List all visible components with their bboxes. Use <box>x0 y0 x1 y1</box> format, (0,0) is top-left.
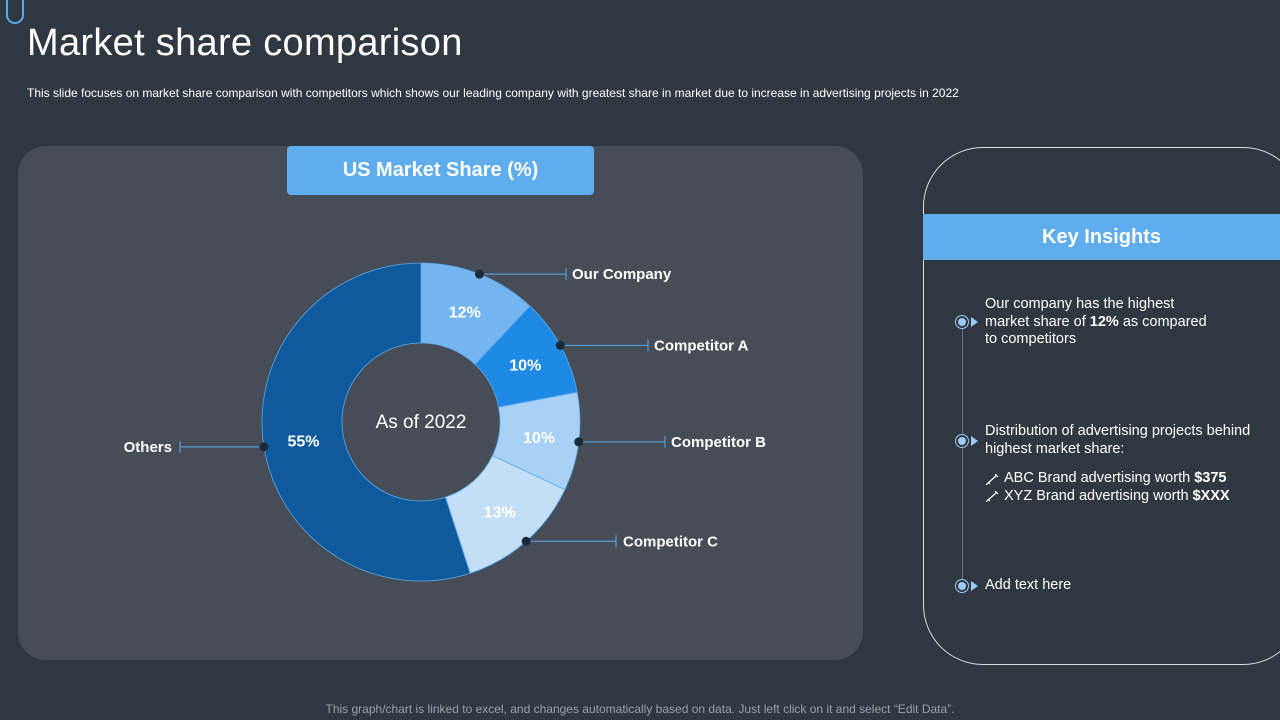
insight-item-2: Distribution of advertising projects beh… <box>985 423 1250 505</box>
category-label-competitor-c: Competitor C <box>623 533 718 550</box>
corner-decoration <box>6 0 24 24</box>
circle-arrow-icon <box>956 435 980 447</box>
slice-value-label: 10% <box>509 358 541 375</box>
page-subtitle: This slide focuses on market share compa… <box>27 86 959 100</box>
insights-title: Key Insights <box>923 214 1280 260</box>
slice-value-label: 55% <box>287 434 319 451</box>
insight-2-sub-item-1: ABC Brand advertising worth $375 <box>985 470 1250 488</box>
chart-center-label: As of 2022 <box>376 412 467 433</box>
insight-item-1: Our company has the highest market share… <box>985 296 1207 349</box>
category-label-our-company: Our Company <box>572 266 672 283</box>
category-label-competitor-a: Competitor A <box>654 337 749 354</box>
leader-dot <box>574 437 584 447</box>
insight-2-line-2: highest market share: <box>985 440 1125 457</box>
leader-dot <box>475 269 485 279</box>
insight-item-3: Add text here <box>985 577 1072 593</box>
pencil-icon <box>985 490 999 503</box>
insight-1-line-3: to competitors <box>985 331 1077 347</box>
circle-arrow-icon <box>956 316 980 328</box>
category-label-competitor-b: Competitor B <box>671 434 766 451</box>
footer-note: This graph/chart is linked to excel, and… <box>325 702 955 716</box>
chart-title: US Market Share (%) <box>287 146 594 195</box>
leader-dot <box>521 536 531 546</box>
leader-dot <box>259 442 269 452</box>
insight-2-line-1: Distribution of advertising projects beh… <box>985 423 1251 439</box>
leader-dot <box>555 340 565 350</box>
slice-value-label: 10% <box>523 430 555 447</box>
insight-1-line-2: market share of 12% as compared <box>985 313 1207 330</box>
page-title: Market share comparison <box>27 22 463 64</box>
insights-timeline <box>962 322 963 588</box>
category-label-others: Others <box>124 439 172 456</box>
slice-value-label: 13% <box>484 504 516 521</box>
pencil-icon <box>985 473 999 485</box>
insight-1-line-1: Our company has the highest <box>985 296 1175 312</box>
slice-value-label: 12% <box>449 304 481 321</box>
circle-arrow-icon <box>956 580 980 592</box>
insight-2-sub-item-2: XYZ Brand advertising worth $XXX <box>985 488 1250 506</box>
donut-slice-others[interactable] <box>261 262 471 582</box>
